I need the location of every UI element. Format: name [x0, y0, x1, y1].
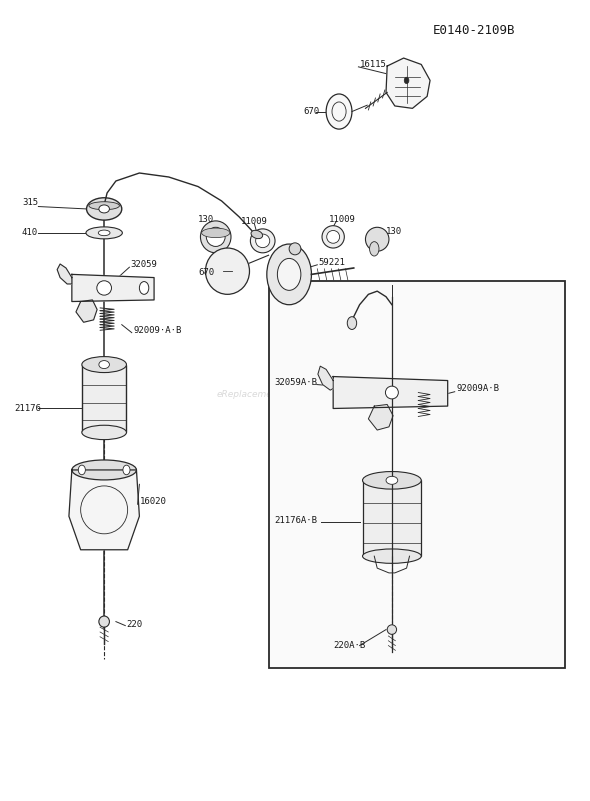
Text: 16115: 16115 — [359, 60, 386, 69]
Ellipse shape — [82, 425, 126, 440]
Ellipse shape — [322, 226, 345, 248]
Ellipse shape — [89, 202, 119, 210]
Text: 11009: 11009 — [329, 215, 355, 223]
Ellipse shape — [327, 231, 340, 244]
Ellipse shape — [202, 228, 230, 238]
Text: 59221: 59221 — [319, 258, 345, 267]
Text: 21176A·B: 21176A·B — [274, 516, 317, 525]
Ellipse shape — [385, 386, 398, 399]
Bar — [268, 281, 565, 668]
Text: 21176: 21176 — [14, 404, 41, 413]
Ellipse shape — [362, 549, 421, 563]
Ellipse shape — [255, 234, 270, 248]
Ellipse shape — [99, 230, 110, 235]
Text: 32059: 32059 — [130, 260, 158, 269]
Circle shape — [348, 316, 357, 329]
Polygon shape — [76, 300, 97, 322]
Text: eReplacementParts.com: eReplacementParts.com — [217, 389, 326, 399]
Ellipse shape — [379, 473, 405, 488]
Polygon shape — [386, 58, 430, 108]
Bar — [362, 481, 421, 556]
Text: 410: 410 — [22, 228, 38, 237]
Polygon shape — [368, 405, 393, 430]
Circle shape — [139, 282, 149, 294]
Text: 32059A·B: 32059A·B — [274, 377, 317, 387]
Ellipse shape — [251, 231, 263, 239]
Text: 130: 130 — [198, 215, 214, 223]
Text: 315: 315 — [22, 198, 38, 207]
Text: 130: 130 — [386, 227, 402, 235]
Text: 92009A·B: 92009A·B — [457, 384, 500, 393]
Ellipse shape — [387, 625, 396, 634]
Ellipse shape — [99, 360, 109, 368]
Text: 670: 670 — [304, 107, 320, 116]
Text: 92009·A·B: 92009·A·B — [133, 326, 182, 335]
Text: 670: 670 — [198, 268, 214, 277]
Text: 220A·B: 220A·B — [333, 641, 365, 650]
Ellipse shape — [86, 227, 122, 239]
Ellipse shape — [365, 227, 389, 252]
Polygon shape — [57, 264, 72, 284]
Ellipse shape — [362, 472, 421, 489]
Ellipse shape — [205, 248, 250, 294]
Circle shape — [277, 259, 301, 290]
Circle shape — [267, 244, 312, 304]
Bar — [82, 364, 126, 433]
Ellipse shape — [201, 221, 231, 253]
Circle shape — [78, 465, 86, 475]
Text: 220: 220 — [126, 619, 143, 629]
Ellipse shape — [72, 460, 136, 480]
Circle shape — [123, 465, 130, 475]
Text: 11009: 11009 — [241, 217, 268, 226]
Circle shape — [326, 94, 352, 129]
Ellipse shape — [97, 281, 112, 295]
Ellipse shape — [250, 229, 275, 253]
Polygon shape — [69, 470, 139, 549]
Text: E0140-2109B: E0140-2109B — [433, 24, 516, 37]
Ellipse shape — [87, 198, 122, 220]
Ellipse shape — [99, 205, 109, 213]
Ellipse shape — [99, 616, 109, 627]
Polygon shape — [72, 275, 154, 301]
Ellipse shape — [93, 357, 116, 372]
Circle shape — [404, 77, 409, 83]
Text: 16020: 16020 — [139, 497, 166, 506]
Polygon shape — [333, 376, 448, 409]
Ellipse shape — [289, 243, 301, 255]
Ellipse shape — [386, 477, 398, 485]
Ellipse shape — [82, 356, 126, 372]
Ellipse shape — [369, 242, 379, 256]
Ellipse shape — [206, 227, 225, 247]
Polygon shape — [318, 366, 333, 390]
